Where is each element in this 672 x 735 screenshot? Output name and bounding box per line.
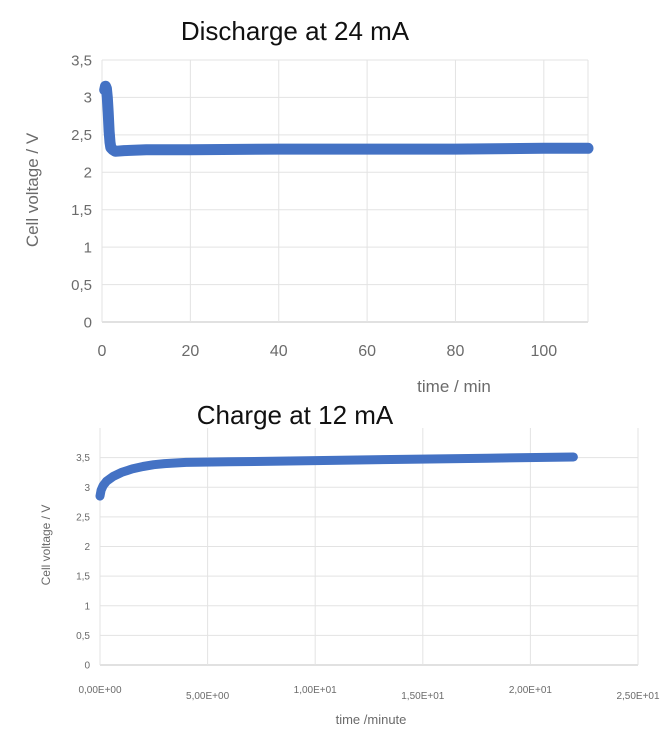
discharge-x-tick-labels: 0 20 40 60 80 100: [98, 343, 558, 360]
charge-y-tick-label: 0: [84, 661, 90, 672]
charge-x-tick-label: 0,00E+00: [78, 685, 122, 696]
discharge-chart: Discharge at 24 mA 0 0,5 1 1,5 2 2,5 3 3,5 0 20 4…: [23, 16, 594, 396]
charge-x-tick-label: 1,00E+01: [294, 685, 338, 696]
charge-x-tick-label: 1,50E+01: [401, 691, 445, 702]
discharge-chart-title: Discharge at 24 mA: [181, 16, 410, 46]
charge-y-tick-label: 3: [84, 483, 90, 494]
charge-y-tick-labels: 0 0,5 1 1,5 2 2,5 3 3,5: [76, 453, 90, 671]
charge-y-tick-label: 2,5: [76, 512, 90, 523]
discharge-x-tick-label: 20: [181, 343, 199, 360]
charge-y-axis-label: Cell voltage / V: [39, 505, 53, 586]
discharge-y-tick-labels: 0 0,5 1 1,5 2 2,5 3 3,5: [71, 52, 92, 331]
charge-y-tick-label: 1,5: [76, 572, 90, 583]
discharge-y-tick-label: 1,5: [71, 202, 92, 219]
discharge-y-tick-label: 0: [84, 314, 92, 331]
charge-series-line: [95, 452, 578, 501]
charge-x-tick-labels: 0,00E+00 5,00E+00 1,00E+01 1,50E+01 2,00E+01…: [78, 685, 660, 702]
discharge-gridlines: [101, 59, 589, 323]
discharge-x-tick-label: 40: [270, 343, 288, 360]
discharge-y-tick-label: 0,5: [71, 277, 92, 294]
charge-x-tick-label: 2,00E+01: [509, 685, 553, 696]
discharge-y-axis-label: Cell voltage / V: [23, 132, 42, 247]
charge-series: [95, 452, 578, 501]
charge-y-tick-label: 0,5: [76, 631, 90, 642]
discharge-series-line: [99, 80, 594, 157]
discharge-y-tick-label: 3: [84, 90, 92, 107]
charge-x-tick-label: 2,50E+01: [616, 691, 660, 702]
discharge-x-tick-label: 80: [447, 343, 465, 360]
discharge-x-tick-label: 60: [358, 343, 376, 360]
discharge-x-tick-label: 100: [530, 343, 557, 360]
discharge-x-axis-label: time / min: [417, 377, 491, 396]
discharge-y-tick-label: 1: [84, 239, 92, 256]
discharge-x-tick-label: 0: [98, 343, 107, 360]
charge-x-tick-label: 5,00E+00: [186, 691, 230, 702]
charge-chart-title: Charge at 12 mA: [197, 400, 394, 430]
charge-y-tick-label: 1: [84, 601, 90, 612]
charge-x-axis-label: time /minute: [336, 712, 407, 727]
discharge-y-tick-label: 2,5: [71, 127, 92, 144]
discharge-y-tick-label: 2: [84, 165, 92, 182]
charge-chart: Charge at 12 mA 0 0,5 1 1,5 2 2,5 3 3,5 0,00E+0…: [39, 400, 660, 727]
discharge-y-tick-label: 3,5: [71, 52, 92, 69]
charge-y-tick-label: 2: [84, 542, 90, 553]
charge-y-tick-label: 3,5: [76, 453, 90, 464]
discharge-series: [99, 80, 594, 157]
